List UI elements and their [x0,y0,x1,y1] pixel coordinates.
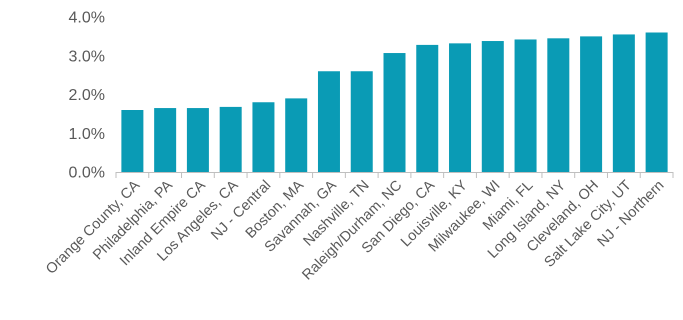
bar [416,44,439,172]
bar [350,71,373,172]
bar [219,106,242,172]
bar [514,39,537,172]
y-tick-label: 4.0% [69,10,105,27]
y-tick-label: 3.0% [69,48,105,65]
bar [612,34,635,172]
y-tick-label: 2.0% [69,87,105,104]
y-tick-label: 0.0% [69,165,105,182]
bar [481,41,504,172]
bar [449,43,472,172]
bar [186,108,209,172]
bar [154,108,177,172]
bar [383,53,406,172]
y-axis: 0.0% 1.0% 2.0% 3.0% 4.0% [69,10,105,182]
bar [547,38,570,173]
bar [252,102,275,172]
bars [121,32,668,173]
bar [285,98,308,173]
bar [317,71,340,172]
y-tick-label: 1.0% [69,126,105,143]
bar [580,36,603,173]
bar [645,32,668,172]
bar [121,110,144,172]
